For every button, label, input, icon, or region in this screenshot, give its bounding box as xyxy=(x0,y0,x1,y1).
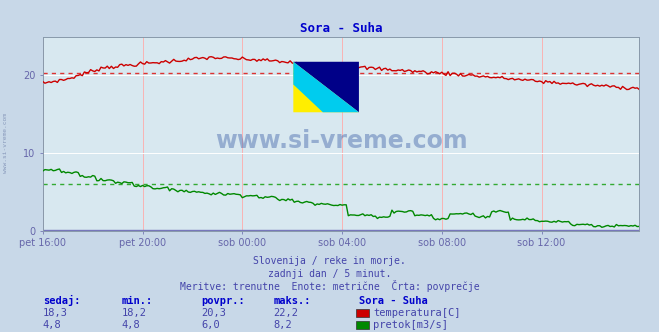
Text: zadnji dan / 5 minut.: zadnji dan / 5 minut. xyxy=(268,269,391,279)
Text: temperatura[C]: temperatura[C] xyxy=(373,308,461,318)
Text: povpr.:: povpr.: xyxy=(201,296,244,306)
Text: 18,3: 18,3 xyxy=(43,308,68,318)
Text: Sora - Suha: Sora - Suha xyxy=(359,296,428,306)
Text: www.si-vreme.com: www.si-vreme.com xyxy=(215,129,467,153)
Text: 20,3: 20,3 xyxy=(201,308,226,318)
Text: maks.:: maks.: xyxy=(273,296,311,306)
Text: min.:: min.: xyxy=(122,296,153,306)
Text: 4,8: 4,8 xyxy=(122,320,140,330)
Polygon shape xyxy=(293,62,359,112)
Text: pretok[m3/s]: pretok[m3/s] xyxy=(373,320,448,330)
Text: Meritve: trenutne  Enote: metrične  Črta: povprečje: Meritve: trenutne Enote: metrične Črta: … xyxy=(180,281,479,292)
Text: 6,0: 6,0 xyxy=(201,320,219,330)
Title: Sora - Suha: Sora - Suha xyxy=(300,22,382,35)
Text: 22,2: 22,2 xyxy=(273,308,299,318)
Text: www.si-vreme.com: www.si-vreme.com xyxy=(3,113,8,173)
Text: 4,8: 4,8 xyxy=(43,320,61,330)
Text: 8,2: 8,2 xyxy=(273,320,292,330)
Polygon shape xyxy=(293,62,359,112)
Text: sedaj:: sedaj: xyxy=(43,295,80,306)
Polygon shape xyxy=(293,62,359,112)
Text: 18,2: 18,2 xyxy=(122,308,147,318)
Text: Slovenija / reke in morje.: Slovenija / reke in morje. xyxy=(253,256,406,266)
